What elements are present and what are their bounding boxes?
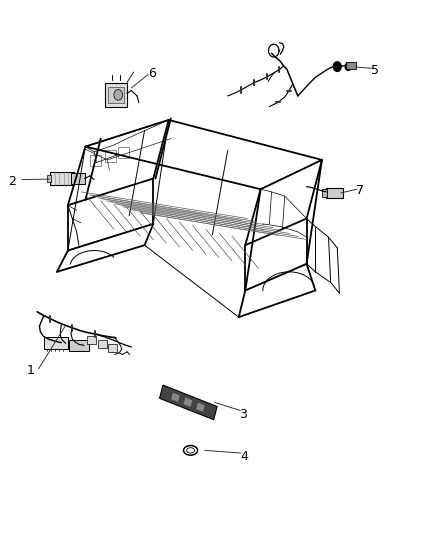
Text: 4: 4 <box>240 450 248 463</box>
Bar <box>108 87 124 103</box>
Bar <box>105 83 127 107</box>
Circle shape <box>114 90 123 100</box>
Bar <box>183 397 193 407</box>
Text: 7: 7 <box>356 184 364 197</box>
Bar <box>98 340 107 348</box>
Text: 3: 3 <box>239 408 247 421</box>
Bar <box>90 155 101 166</box>
Bar <box>50 172 74 185</box>
Text: 5: 5 <box>371 64 379 77</box>
Bar <box>47 175 51 182</box>
Bar <box>118 147 129 158</box>
Bar <box>196 402 205 412</box>
Bar <box>44 337 68 349</box>
Bar <box>87 336 96 344</box>
Bar <box>105 150 116 162</box>
Circle shape <box>333 62 341 71</box>
Bar <box>71 173 85 184</box>
Bar <box>159 385 217 419</box>
Text: 6: 6 <box>148 67 156 79</box>
Bar <box>171 392 180 402</box>
Text: 1: 1 <box>27 364 35 377</box>
Bar <box>322 189 327 197</box>
Bar <box>69 340 89 351</box>
Bar <box>326 188 343 198</box>
Bar <box>346 62 356 69</box>
Text: 2: 2 <box>8 175 16 188</box>
Circle shape <box>345 63 351 70</box>
Bar <box>108 344 117 352</box>
